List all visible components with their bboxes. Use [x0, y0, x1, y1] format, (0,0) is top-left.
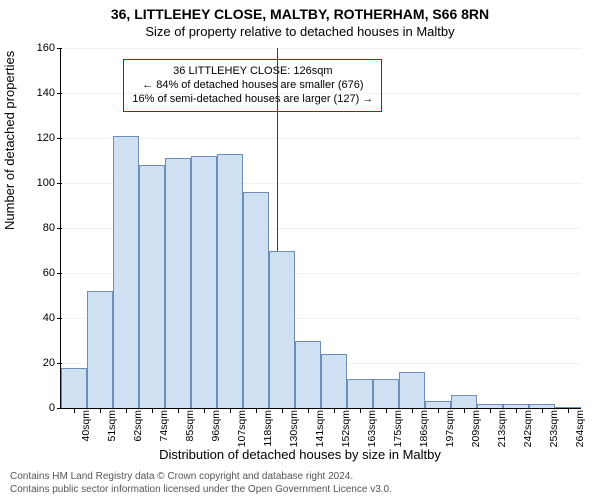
bar — [191, 156, 217, 408]
chart-title-sub: Size of property relative to detached ho… — [0, 24, 600, 39]
footer-line-2: Contains public sector information licen… — [10, 484, 590, 497]
gridline — [61, 93, 581, 94]
chart-footer: Contains HM Land Registry data © Crown c… — [10, 471, 590, 496]
chart-container: 36, LITTLEHEY CLOSE, MALTBY, ROTHERHAM, … — [0, 0, 600, 500]
x-tick: 186sqm — [412, 391, 428, 428]
x-tick: 253sqm — [542, 391, 558, 428]
bar — [165, 158, 191, 408]
bar — [113, 136, 139, 408]
bar — [139, 165, 165, 408]
annotation-box: 36 LITTLEHEY CLOSE: 126sqm← 84% of detac… — [123, 59, 382, 112]
y-tick: 100 — [37, 177, 61, 189]
y-tick: 60 — [43, 267, 61, 279]
gridline — [61, 138, 581, 139]
annotation-line: ← 84% of detached houses are smaller (67… — [132, 78, 373, 92]
bar — [87, 291, 113, 408]
bar — [269, 251, 295, 409]
bar — [217, 154, 243, 408]
footer-line-1: Contains HM Land Registry data © Crown c… — [10, 471, 590, 484]
y-tick: 120 — [37, 132, 61, 144]
x-tick: 242sqm — [516, 391, 532, 428]
y-tick: 40 — [43, 312, 61, 324]
chart-title-main: 36, LITTLEHEY CLOSE, MALTBY, ROTHERHAM, … — [0, 6, 600, 22]
y-tick: 20 — [43, 357, 61, 369]
x-axis-label: Distribution of detached houses by size … — [0, 447, 600, 462]
x-tick: 213sqm — [490, 391, 506, 428]
annotation-line: 36 LITTLEHEY CLOSE: 126sqm — [132, 64, 373, 78]
y-axis-label: Number of detached properties — [2, 51, 17, 230]
y-tick: 80 — [43, 222, 61, 234]
gridline — [61, 48, 581, 49]
y-tick: 0 — [49, 402, 61, 414]
x-tick: 264sqm — [568, 391, 584, 428]
annotation-line: 16% of semi-detached houses are larger (… — [132, 92, 373, 106]
plot-area: 36 LITTLEHEY CLOSE: 126sqm← 84% of detac… — [60, 48, 581, 409]
x-tick: 209sqm — [464, 391, 480, 428]
y-tick: 140 — [37, 87, 61, 99]
y-tick: 160 — [37, 42, 61, 54]
bar — [243, 192, 269, 408]
